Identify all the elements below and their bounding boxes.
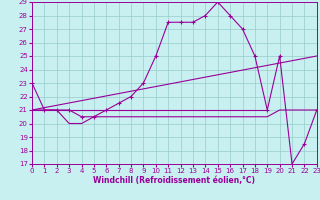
X-axis label: Windchill (Refroidissement éolien,°C): Windchill (Refroidissement éolien,°C)	[93, 176, 255, 185]
